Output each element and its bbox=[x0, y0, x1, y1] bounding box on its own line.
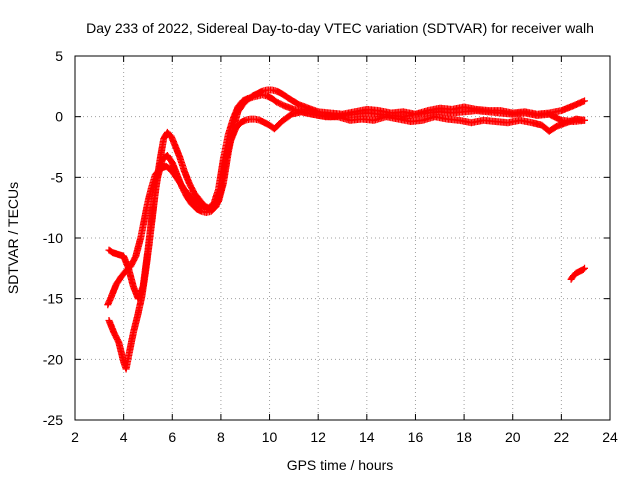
x-tick-label: 24 bbox=[602, 429, 618, 445]
data-point-markers bbox=[105, 108, 588, 303]
x-tick-label: 20 bbox=[505, 429, 521, 445]
y-tick-label: -5 bbox=[51, 169, 64, 185]
x-tick-labels: 2 4 6 8 10 12 14 16 18 20 22 24 bbox=[71, 429, 618, 445]
data-point-markers bbox=[105, 86, 588, 373]
x-tick-label: 2 bbox=[71, 429, 79, 445]
y-tick-label: 5 bbox=[55, 48, 63, 64]
data-marks bbox=[104, 86, 588, 373]
x-tick-label: 6 bbox=[168, 429, 176, 445]
x-tick-label: 12 bbox=[310, 429, 326, 445]
y-axis-title: SDTVAR / TECUs bbox=[5, 182, 21, 294]
x-tick-label: 22 bbox=[554, 429, 570, 445]
x-tick-label: 14 bbox=[359, 429, 375, 445]
x-tick-label: 4 bbox=[120, 429, 128, 445]
ticks bbox=[74, 55, 611, 421]
y-tick-label: -15 bbox=[43, 291, 63, 307]
y-tick-labels: -25 -20 -15 -10 -5 0 5 bbox=[43, 48, 63, 428]
series-track-4 bbox=[567, 264, 588, 283]
y-tick-label: -20 bbox=[43, 351, 63, 367]
series-track-3 bbox=[105, 108, 588, 303]
y-tick-label: -25 bbox=[43, 412, 63, 428]
x-tick-label: 8 bbox=[217, 429, 225, 445]
x-tick-label: 16 bbox=[408, 429, 424, 445]
series-track-2 bbox=[105, 86, 588, 373]
x-tick-label: 10 bbox=[262, 429, 278, 445]
x-tick-label: 18 bbox=[456, 429, 472, 445]
y-tick-label: 0 bbox=[55, 109, 63, 125]
data-point-markers bbox=[567, 264, 588, 283]
chart-title: Day 233 of 2022, Sidereal Day-to-day VTE… bbox=[86, 20, 594, 36]
y-tick-label: -10 bbox=[43, 230, 63, 246]
x-axis-title: GPS time / hours bbox=[287, 457, 394, 473]
